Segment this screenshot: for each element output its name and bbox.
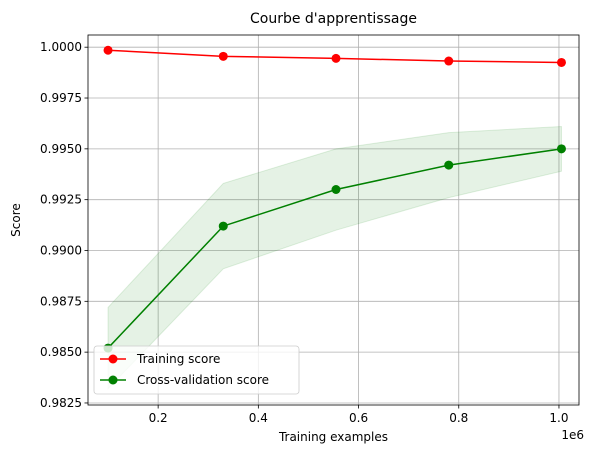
confidence-bands [107, 49, 562, 390]
series-1-point [331, 185, 341, 195]
series-0-point [218, 51, 228, 61]
y-axis-ticks: 0.9825 0.9850 0.9875 0.9900 0.9925 0.9950 0.99… [40, 40, 88, 410]
legend-marker-1 [108, 375, 118, 385]
series-1-point [218, 221, 228, 231]
y-tick-label: 0.9950 [40, 142, 82, 156]
legend-marker-0 [108, 354, 118, 364]
x-tick-label: 0.4 [249, 411, 268, 425]
series-1-band [107, 125, 562, 390]
y-tick-label: 0.9900 [40, 243, 82, 257]
series-0-point [556, 57, 566, 67]
y-tick-label: 0.9975 [40, 91, 82, 105]
y-tick-label: 0.9925 [40, 193, 82, 207]
plot-frame [87, 34, 580, 406]
series-0-point [103, 45, 113, 55]
y-axis-label: Score [9, 203, 23, 237]
y-tick-label: 0.9825 [40, 396, 82, 410]
legend: Training score Cross-validation score [93, 345, 300, 395]
y-tick-label: 1.0000 [40, 40, 82, 54]
x-tick-label: 0.8 [449, 411, 468, 425]
legend-label-1: Cross-validation score [137, 373, 269, 387]
series-0-point [444, 56, 454, 66]
x-axis-ticks: 0.2 0.4 0.6 0.8 1.0 [149, 405, 569, 425]
x-tick-label: 0.6 [349, 411, 368, 425]
y-tick-label: 0.9875 [40, 294, 82, 308]
series-1-point [444, 160, 454, 170]
series-1-point [556, 144, 566, 154]
chart-title: Courbe d'apprentissage [250, 11, 417, 27]
x-axis-offset-label: 1e6 [561, 428, 584, 442]
legend-box [93, 345, 300, 395]
grid-lines [88, 35, 579, 405]
legend-label-0: Training score [136, 352, 220, 366]
y-tick-label: 0.9850 [40, 345, 82, 359]
x-tick-label: 1.0 [549, 411, 568, 425]
series-0-point [331, 53, 341, 63]
x-tick-label: 0.2 [149, 411, 168, 425]
x-axis-label: Training examples [278, 430, 388, 444]
